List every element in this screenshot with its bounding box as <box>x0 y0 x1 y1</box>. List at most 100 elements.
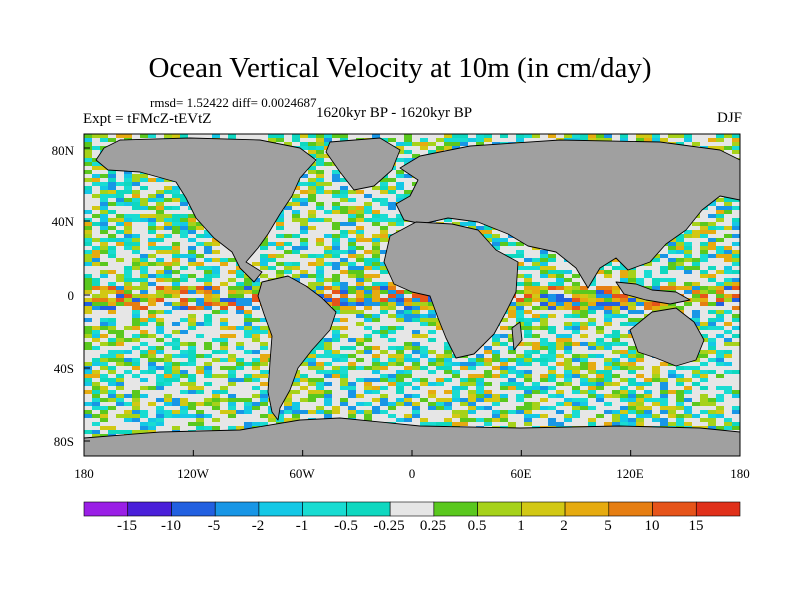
field-cell <box>324 274 333 279</box>
field-cell <box>84 342 93 347</box>
field-cell <box>396 178 405 183</box>
field-cell <box>428 350 437 355</box>
field-cell <box>620 346 629 351</box>
field-cell <box>372 354 381 359</box>
field-cell <box>332 366 341 371</box>
field-cell <box>380 186 389 191</box>
field-cell <box>540 318 549 323</box>
field-cell <box>284 218 293 223</box>
field-cell <box>204 294 213 299</box>
field-cell <box>84 306 93 311</box>
field-cell <box>260 322 269 327</box>
field-cell <box>116 202 125 207</box>
field-cell <box>628 298 637 303</box>
field-cell <box>124 282 133 287</box>
field-cell <box>220 318 229 323</box>
field-cell <box>500 354 509 359</box>
field-cell <box>316 342 325 347</box>
field-cell <box>708 206 717 211</box>
field-cell <box>412 318 421 323</box>
field-cell <box>188 226 197 231</box>
field-cell <box>316 214 325 219</box>
field-cell <box>140 358 149 363</box>
field-cell <box>124 366 133 371</box>
field-cell <box>156 186 165 191</box>
field-cell <box>268 238 277 243</box>
field-cell <box>108 230 117 235</box>
field-cell <box>380 254 389 259</box>
field-cell <box>244 354 253 359</box>
field-cell <box>316 286 325 291</box>
field-cell <box>636 278 645 283</box>
field-cell <box>236 270 245 275</box>
field-cell <box>660 262 669 267</box>
field-cell <box>100 222 109 227</box>
field-cell <box>364 214 373 219</box>
field-cell <box>140 206 149 211</box>
field-cell <box>396 350 405 355</box>
field-cell <box>220 246 229 251</box>
field-cell <box>372 370 381 375</box>
field-cell <box>716 262 725 267</box>
field-cell <box>164 330 173 335</box>
field-cell <box>84 330 93 335</box>
field-cell <box>492 138 501 143</box>
field-cell <box>140 366 149 371</box>
field-cell <box>564 362 573 367</box>
field-cell <box>388 174 397 179</box>
field-cell <box>84 370 93 375</box>
field-cell <box>236 358 245 363</box>
field-cell <box>612 366 621 371</box>
field-cell <box>316 354 325 359</box>
field-cell <box>724 262 733 267</box>
field-cell <box>124 194 133 199</box>
field-cell <box>164 214 173 219</box>
field-cell <box>156 358 165 363</box>
field-cell <box>548 342 557 347</box>
field-cell <box>212 262 221 267</box>
field-cell <box>404 190 413 195</box>
field-cell <box>356 298 365 303</box>
field-cell <box>164 318 173 323</box>
field-cell <box>604 266 613 271</box>
field-cell <box>276 246 285 251</box>
field-cell <box>156 202 165 207</box>
field-cell <box>116 246 125 251</box>
field-cell <box>644 274 653 279</box>
field-cell <box>460 362 469 367</box>
field-cell <box>84 282 93 287</box>
field-cell <box>404 346 413 351</box>
field-cell <box>572 350 581 355</box>
field-cell <box>300 230 309 235</box>
field-cell <box>612 306 621 311</box>
field-cell <box>220 282 229 287</box>
field-cell <box>196 302 205 307</box>
field-cell <box>532 306 541 311</box>
field-cell <box>260 318 269 323</box>
field-cell <box>364 186 373 191</box>
field-cell <box>148 194 157 199</box>
field-cell <box>308 174 317 179</box>
field-cell <box>92 270 101 275</box>
field-cell <box>676 234 685 239</box>
field-cell <box>372 314 381 319</box>
field-cell <box>124 318 133 323</box>
field-cell <box>108 254 117 259</box>
field-cell <box>692 242 701 247</box>
field-cell <box>396 190 405 195</box>
field-cell <box>396 222 405 227</box>
field-cell <box>292 142 301 147</box>
field-cell <box>308 242 317 247</box>
field-cell <box>212 346 221 351</box>
field-cell <box>156 290 165 295</box>
field-cell <box>628 338 637 343</box>
field-cell <box>324 370 333 375</box>
field-cell <box>356 202 365 207</box>
field-cell <box>700 222 709 227</box>
field-cell <box>196 342 205 347</box>
field-cell <box>292 190 301 195</box>
field-cell <box>716 326 725 331</box>
field-cell <box>164 298 173 303</box>
field-cell <box>188 310 197 315</box>
field-cell <box>100 186 109 191</box>
